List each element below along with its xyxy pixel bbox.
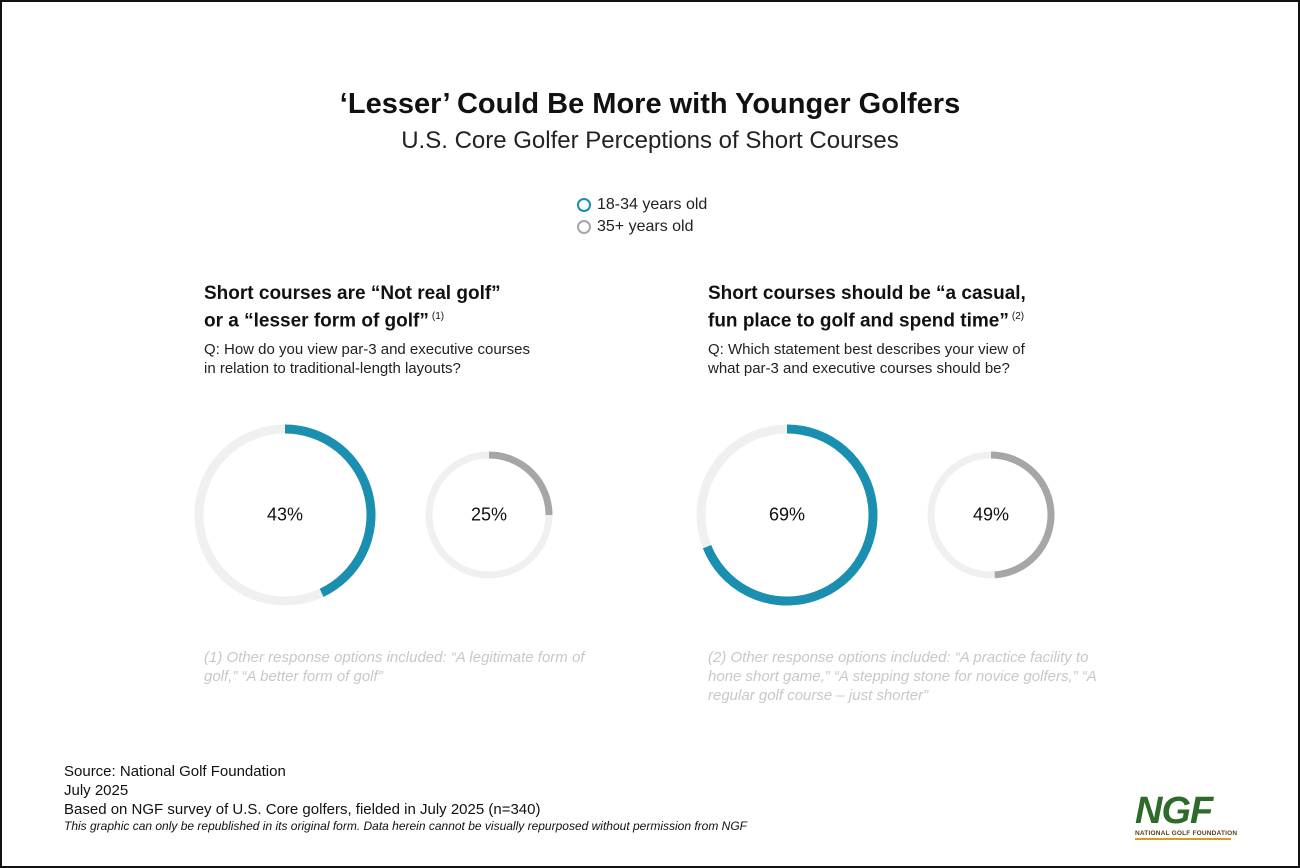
panel-title-line1: Short courses are “Not real golf” <box>204 283 501 304</box>
legend: 18-34 years old 35+ years old <box>577 194 707 238</box>
donut-group-2: 69% 49% <box>694 418 1094 618</box>
panel-question: Q: Which statement best describes your v… <box>708 341 1025 378</box>
donut-old-arc <box>990 451 1055 579</box>
donut-young-arc <box>284 424 376 597</box>
panel-title-line1: Short courses should be “a casual, <box>708 283 1026 304</box>
legend-marker-old <box>577 220 591 234</box>
panel-title-line2: or a “lesser form of golf” <box>204 310 429 332</box>
donut-value-young: 43% <box>266 504 304 525</box>
donut-value-young: 69% <box>768 504 806 525</box>
source-block: Source: National Golf Foundation July 20… <box>64 762 747 834</box>
donut-group-1: 43% 25% <box>192 418 592 618</box>
survey-line: Based on NGF survey of U.S. Core golfers… <box>64 801 541 818</box>
donut-young-arc <box>702 424 878 606</box>
panel-casual-fun: Short courses should be “a casual, fun p… <box>708 282 1128 378</box>
legend-item-old: 35+ years old <box>577 216 707 238</box>
legend-label-young: 18-34 years old <box>597 196 708 213</box>
donut-svg-1 <box>194 424 553 606</box>
logo-text: NGF <box>1135 790 1213 832</box>
panel-title: Short courses are “Not real golf” or a “… <box>204 282 624 332</box>
footnote-marker: (2) <box>1011 311 1025 322</box>
logo-underline <box>1135 838 1231 840</box>
donut-old-arc <box>488 451 553 516</box>
chart-title: ‘Lesser’ Could Be More with Younger Golf… <box>339 88 961 120</box>
donut-value-old: 25% <box>470 504 508 525</box>
panel-title-line2: fun place to golf and spend time” <box>708 310 1009 332</box>
legend-label-old: 35+ years old <box>597 218 694 235</box>
date-line: July 2025 <box>64 782 129 799</box>
chart-subtitle: U.S. Core Golfer Perceptions of Short Co… <box>401 127 899 154</box>
source-line: Source: National Golf Foundation <box>64 763 286 780</box>
legend-item-young: 18-34 years old <box>577 194 707 216</box>
footnote-1: (1) Other response options included: “A … <box>204 649 585 685</box>
donut-svg-2 <box>696 424 1055 606</box>
legend-marker-young <box>577 198 591 212</box>
ngf-logo: NGF NATIONAL GOLF FOUNDATION <box>1135 790 1245 840</box>
copyright-line: This graphic can only be republished in … <box>64 819 747 833</box>
panel-question: Q: How do you view par-3 and executive c… <box>204 341 530 378</box>
footnote-marker: (1) <box>431 311 445 322</box>
panel-title: Short courses should be “a casual, fun p… <box>708 282 1128 332</box>
logo-subtext: NATIONAL GOLF FOUNDATION <box>1135 830 1238 837</box>
footnote-2: (2) Other response options included: “A … <box>708 649 1097 704</box>
donut-value-old: 49% <box>972 504 1010 525</box>
panel-not-real-golf: Short courses are “Not real golf” or a “… <box>204 282 624 378</box>
